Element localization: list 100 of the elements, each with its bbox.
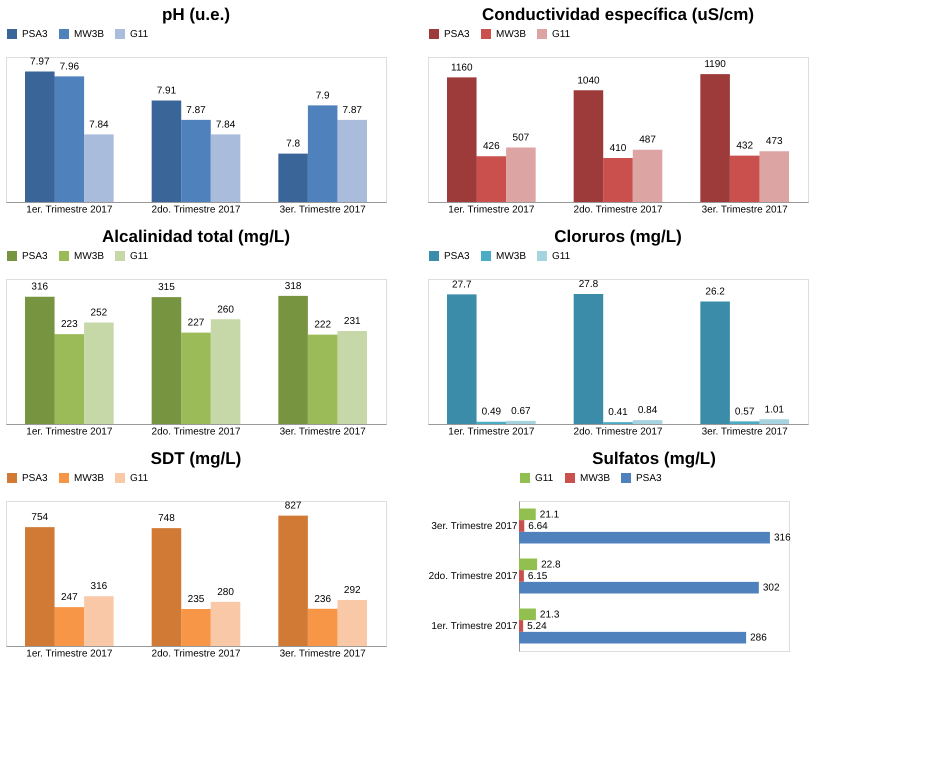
data-label: 27.8 — [578, 278, 599, 290]
bar — [308, 608, 338, 646]
legend-label: PSA3 — [444, 251, 470, 262]
data-label: 227 — [188, 318, 205, 329]
data-label: 0.41 — [608, 407, 628, 418]
bar — [519, 632, 746, 644]
data-label: 7.8 — [286, 138, 300, 150]
chart-title: Sulfatos (mg/L) — [592, 449, 716, 468]
bar — [337, 600, 367, 646]
x-tick-label: 2do. Trimestre 2017 — [152, 204, 241, 216]
data-label: 7.9 — [316, 90, 330, 102]
bar — [730, 156, 760, 202]
data-label: 292 — [344, 584, 361, 596]
x-tick-label: 1er. Trimestre 2017 — [26, 426, 113, 438]
data-label: 247 — [60, 592, 78, 604]
bar — [25, 296, 55, 424]
data-label: 21.3 — [540, 609, 560, 620]
bar — [84, 596, 114, 646]
bar — [278, 516, 308, 646]
bar — [447, 77, 477, 202]
bar — [519, 570, 524, 582]
legend-label: MW3B — [496, 251, 526, 262]
bar — [759, 151, 789, 202]
data-label: 7.91 — [156, 86, 177, 96]
data-label: 236 — [314, 594, 332, 605]
legend-label: G11 — [535, 473, 554, 484]
data-label: 26.2 — [705, 286, 726, 298]
data-label: 7.84 — [216, 119, 236, 130]
data-label: 6.15 — [528, 571, 548, 582]
bar — [759, 419, 789, 424]
x-tick-label: 3er. Trimestre 2017 — [280, 204, 366, 216]
data-label: 0.57 — [734, 406, 755, 418]
chart-title: Conductividad específica (uS/cm) — [482, 5, 754, 24]
legend-label: G11 — [552, 29, 571, 40]
bar — [152, 528, 182, 646]
legend-label: G11 — [130, 29, 149, 40]
x-tick-label: 2do. Trimestre 2017 — [152, 648, 241, 660]
legend-label: PSA3 — [636, 473, 662, 484]
bar — [181, 332, 211, 424]
legend-label: MW3B — [74, 251, 104, 262]
y-tick-label: 1er. Trimestre 2017 — [431, 621, 518, 632]
data-label: 7.87 — [342, 104, 362, 116]
data-label: 315 — [158, 282, 176, 294]
bar — [574, 90, 604, 202]
bar — [574, 294, 604, 424]
x-tick-label: 2do. Trimestre 2017 — [574, 204, 663, 216]
legend-label: PSA3 — [22, 29, 48, 40]
data-label: 223 — [60, 319, 78, 330]
data-label: 0.49 — [482, 406, 502, 418]
bar — [519, 558, 538, 570]
bar — [181, 608, 211, 646]
bar — [337, 330, 367, 424]
bar — [152, 297, 182, 424]
bar — [519, 508, 536, 520]
bar — [519, 582, 759, 594]
bar — [603, 158, 633, 202]
legend-label: MW3B — [74, 29, 104, 40]
legend-label: PSA3 — [22, 251, 48, 262]
bar — [54, 607, 84, 646]
data-label: 754 — [31, 512, 49, 524]
legend-label: PSA3 — [22, 473, 48, 484]
bar — [506, 148, 536, 202]
data-label: 27.7 — [452, 279, 472, 290]
x-tick-label: 2do. Trimestre 2017 — [574, 426, 663, 438]
bar — [519, 608, 536, 620]
y-tick-label: 3er. Trimestre 2017 — [431, 521, 518, 532]
data-label: 260 — [217, 304, 234, 316]
data-label: 235 — [188, 594, 205, 605]
bar — [632, 150, 662, 202]
data-label: 1160 — [451, 62, 473, 74]
data-label: 280 — [217, 586, 234, 598]
x-tick-label: 1er. Trimestre 2017 — [26, 648, 113, 660]
x-tick-label: 3er. Trimestre 2017 — [280, 648, 366, 660]
data-label: 507 — [512, 132, 530, 144]
data-label: 286 — [750, 632, 768, 644]
bar — [25, 527, 55, 646]
chart-title: pH (u.e.) — [162, 5, 230, 24]
legend-label: MW3B — [496, 29, 526, 40]
x-tick-label: 3er. Trimestre 2017 — [702, 426, 788, 438]
legend-label: G11 — [130, 251, 149, 262]
bar — [700, 301, 730, 424]
bar — [519, 532, 770, 544]
data-label: 316 — [31, 282, 49, 293]
data-label: 222 — [314, 320, 332, 331]
legend-label: MW3B — [74, 473, 104, 484]
chart-title: Alcalinidad total (mg/L) — [102, 227, 290, 246]
bar — [210, 319, 240, 424]
legend-label: G11 — [552, 251, 571, 262]
data-label: 21.1 — [540, 509, 560, 520]
x-tick-label: 1er. Trimestre 2017 — [448, 204, 535, 216]
data-label: 432 — [736, 140, 754, 152]
bar — [447, 294, 477, 424]
data-label: 7.84 — [89, 119, 110, 130]
x-tick-label: 3er. Trimestre 2017 — [280, 426, 366, 438]
data-label: 748 — [158, 513, 176, 524]
x-tick-label: 1er. Trimestre 2017 — [26, 204, 113, 216]
bar — [210, 602, 240, 646]
x-tick-label: 3er. Trimestre 2017 — [702, 204, 788, 216]
bar — [84, 322, 114, 424]
data-label: 473 — [766, 136, 783, 148]
